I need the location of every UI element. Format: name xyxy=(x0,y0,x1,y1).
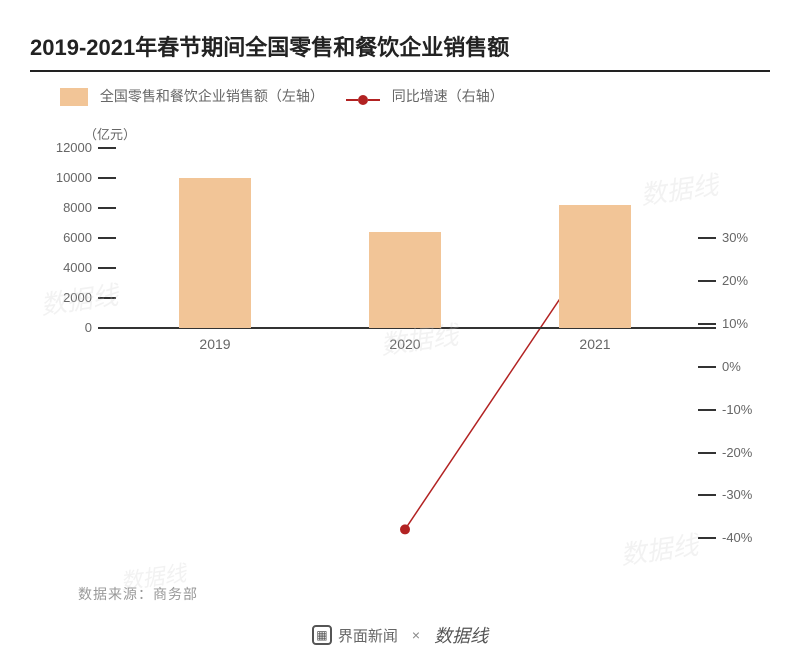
jiemian-logo-icon: ▦ xyxy=(312,625,332,645)
y-right-tick-mark xyxy=(698,366,716,368)
legend-bar-label: 全国零售和餐饮企业销售额（左轴） xyxy=(100,88,324,104)
y-left-tick-mark xyxy=(98,237,116,239)
x-category-label: 2019 xyxy=(199,336,230,352)
bar xyxy=(559,205,631,328)
y-left-tick-mark xyxy=(98,267,116,269)
y-left-tick-label: 12000 xyxy=(42,140,92,155)
y-right-tick-mark xyxy=(698,280,716,282)
legend-line-seg-right xyxy=(368,99,380,101)
brand-jiemian: ▦ 界面新闻 xyxy=(312,625,398,646)
y-right-tick-mark xyxy=(698,452,716,454)
y-left-tick-mark xyxy=(98,177,116,179)
data-source: 数据来源：商务部 xyxy=(78,584,198,604)
y-left-tick-label: 10000 xyxy=(42,170,92,185)
x-category-label: 2020 xyxy=(389,336,420,352)
legend-line-seg-left xyxy=(346,99,358,101)
growth-marker xyxy=(400,525,410,535)
y-left-tick-label: 2000 xyxy=(42,290,92,305)
y-right-tick-label: -40% xyxy=(722,530,752,545)
legend-bar-swatch xyxy=(60,88,88,106)
y-right-tick-label: 10% xyxy=(722,316,748,331)
x-category-label: 2021 xyxy=(579,336,610,352)
legend-line-label: 同比增速（右轴） xyxy=(392,88,504,104)
y-right-tick-label: -30% xyxy=(722,487,752,502)
legend-line: 同比增速（右轴） xyxy=(346,86,504,106)
y-right-tick-mark xyxy=(698,323,716,325)
chart-title: 2019-2021年春节期间全国零售和餐饮企业销售额 xyxy=(30,30,770,62)
y-right-tick-label: 30% xyxy=(722,230,748,245)
y-left-tick-label: 6000 xyxy=(42,230,92,245)
y-right-tick-label: -10% xyxy=(722,402,752,417)
legend-line-swatch xyxy=(346,95,380,105)
bar xyxy=(369,232,441,328)
legend-line-dot xyxy=(358,95,368,105)
y-right-tick-label: 0% xyxy=(722,359,741,374)
chart-plot: （亿元） 020004000600080001000012000-40%-30%… xyxy=(30,118,770,548)
chart-legend: 全国零售和餐饮企业销售额（左轴） 同比增速（右轴） xyxy=(60,86,770,106)
y-right-tick-label: -20% xyxy=(722,445,752,460)
y-left-tick-label: 0 xyxy=(42,320,92,335)
y-left-tick-mark xyxy=(98,297,116,299)
footer-brands: ▦ 界面新闻 × 数据线 xyxy=(0,622,800,648)
y-right-tick-mark xyxy=(698,494,716,496)
chart-container: 2019-2021年春节期间全国零售和餐饮企业销售额 全国零售和餐饮企业销售额（… xyxy=(0,0,800,664)
brand-datawire: 数据线 xyxy=(434,622,488,648)
y-right-tick-mark xyxy=(698,409,716,411)
title-rule xyxy=(30,70,770,72)
y-right-tick-mark xyxy=(698,237,716,239)
brand-jiemian-label: 界面新闻 xyxy=(338,625,398,646)
y-left-tick-label: 4000 xyxy=(42,260,92,275)
footer-separator: × xyxy=(412,627,420,643)
y-right-tick-label: 20% xyxy=(722,273,748,288)
y-left-tick-mark xyxy=(98,207,116,209)
y-right-tick-mark xyxy=(698,537,716,539)
y-left-tick-label: 8000 xyxy=(42,200,92,215)
legend-bar: 全国零售和餐饮企业销售额（左轴） xyxy=(60,86,324,106)
bar xyxy=(179,178,251,329)
y-left-tick-mark xyxy=(98,147,116,149)
